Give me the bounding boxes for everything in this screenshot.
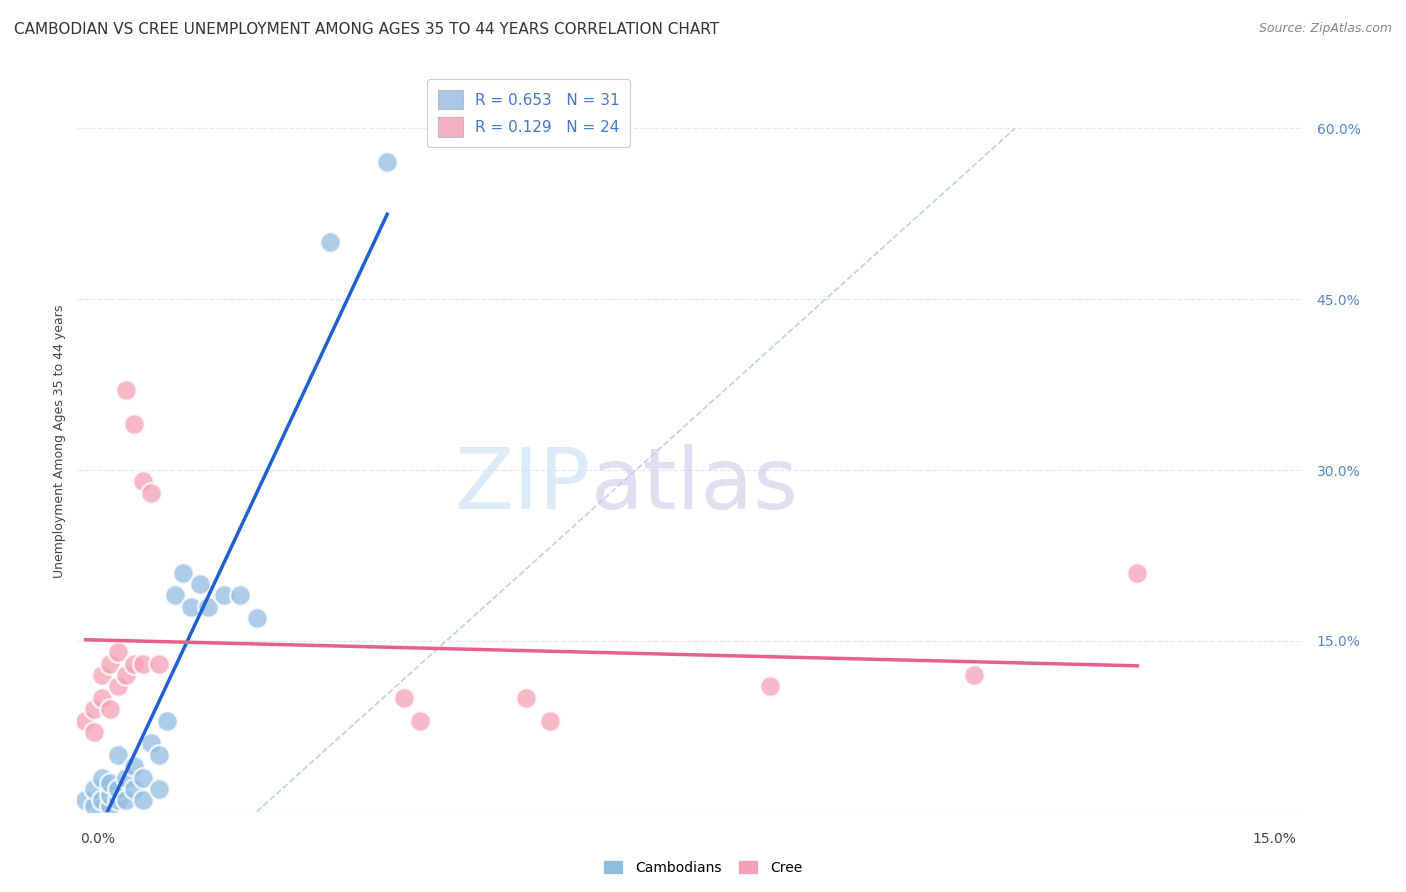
Point [963,668,986,682]
Point [538,714,561,728]
Point [98,788,121,802]
Point [124,417,146,432]
Point [83,799,105,814]
Point [165,588,187,602]
Point [148,657,170,671]
Point [124,759,146,773]
Y-axis label: Unemployment Among Ages 35 to 44 years: Unemployment Among Ages 35 to 44 years [53,305,66,578]
Point [319,235,342,250]
Point [131,793,153,807]
Point [90,793,112,807]
Point [83,702,105,716]
Point [139,485,162,500]
Point [139,736,162,750]
Point [180,599,202,614]
Point [115,384,138,398]
Point [188,577,211,591]
Point [90,668,112,682]
Text: Source: ZipAtlas.com: Source: ZipAtlas.com [1258,22,1392,36]
Point [759,680,782,694]
Point [172,566,194,580]
Point [197,599,219,614]
Legend: R = 0.653   N = 31, R = 0.129   N = 24: R = 0.653 N = 31, R = 0.129 N = 24 [427,79,630,147]
Point [107,680,129,694]
Point [107,781,129,796]
Point [75,793,97,807]
Point [83,725,105,739]
Point [90,690,112,705]
Text: CAMBODIAN VS CREE UNEMPLOYMENT AMONG AGES 35 TO 44 YEARS CORRELATION CHART: CAMBODIAN VS CREE UNEMPLOYMENT AMONG AGE… [14,22,720,37]
Point [148,781,170,796]
Point [107,645,129,659]
Point [375,155,398,169]
Point [409,714,432,728]
Point [90,771,112,785]
Point [107,793,129,807]
Point [115,668,138,682]
Point [107,747,129,762]
Point [1126,566,1149,580]
Text: ZIP: ZIP [454,444,591,527]
Point [98,776,121,790]
Text: atlas: atlas [591,444,799,527]
Point [115,771,138,785]
Point [229,588,252,602]
Point [124,781,146,796]
Point [83,781,105,796]
Point [148,747,170,762]
Point [115,793,138,807]
Point [75,714,97,728]
Point [98,799,121,814]
Point [246,611,269,625]
Point [156,714,179,728]
Point [131,657,153,671]
Text: 15.0%: 15.0% [1253,832,1296,846]
Legend: Cambodians, Cree: Cambodians, Cree [598,855,808,880]
Point [98,657,121,671]
Point [131,771,153,785]
Point [392,690,415,705]
Text: 0.0%: 0.0% [80,832,115,846]
Point [98,702,121,716]
Point [212,588,235,602]
Point [515,690,537,705]
Point [124,657,146,671]
Point [131,475,153,489]
